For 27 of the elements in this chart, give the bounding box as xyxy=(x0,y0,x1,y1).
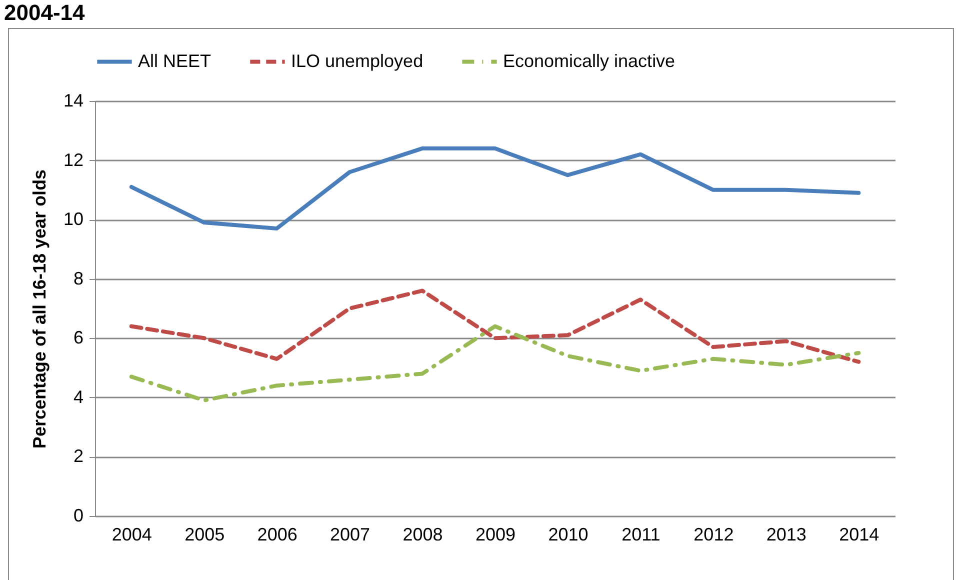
chart-title: 2004-14 xyxy=(4,0,85,26)
x-tick-label: 2010 xyxy=(548,524,588,544)
x-tick-label: 2009 xyxy=(475,524,516,544)
y-tick-label: 6 xyxy=(73,328,84,348)
x-tick-label: 2011 xyxy=(622,524,660,544)
x-tick-label: 2005 xyxy=(184,524,225,544)
y-tick-label: 8 xyxy=(73,268,84,288)
legend-label: ILO unemployed xyxy=(291,50,424,71)
x-tick-label: 2004 xyxy=(112,524,152,544)
y-tick-label: 4 xyxy=(73,386,84,407)
y-tick-label: 10 xyxy=(63,209,84,230)
x-tick-label: 2014 xyxy=(839,524,880,544)
y-tick-label: 2 xyxy=(73,446,84,466)
y-tick-label: 14 xyxy=(63,90,84,110)
x-tick-label: 2013 xyxy=(766,524,806,544)
x-tick-label: 2008 xyxy=(402,524,443,544)
y-tick-label: 0 xyxy=(73,506,84,526)
line-series xyxy=(129,324,861,402)
legend-label: All NEET xyxy=(138,50,212,71)
y-tick-label: 12 xyxy=(63,150,84,170)
x-tick-label: 2012 xyxy=(694,524,734,544)
legend-label: Economically inactive xyxy=(503,50,676,71)
line-series xyxy=(129,146,861,230)
x-tick-label: 2006 xyxy=(257,524,298,544)
x-tick-label: 2007 xyxy=(330,524,370,544)
line-series xyxy=(129,288,861,364)
y-axis-title: Percentage of all 16-18 year olds xyxy=(29,169,50,449)
